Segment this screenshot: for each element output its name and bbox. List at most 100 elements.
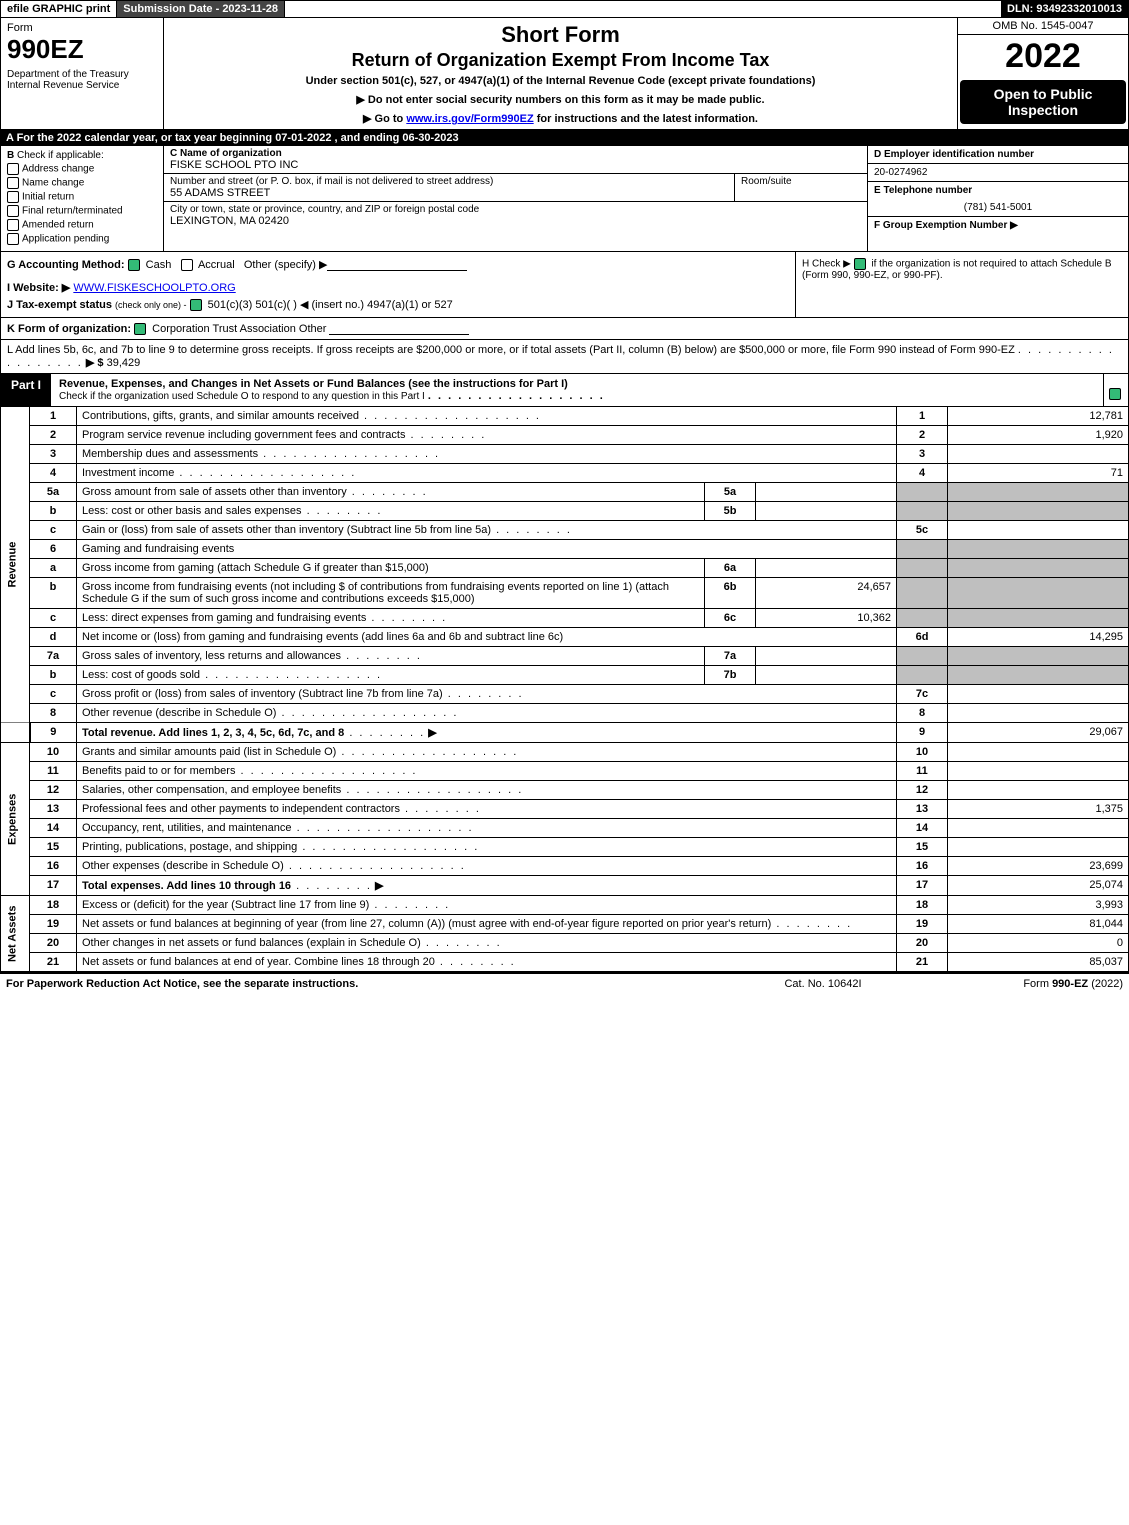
- part-1-header: Part I Revenue, Expenses, and Changes in…: [0, 374, 1129, 407]
- line-9-text: Total revenue. Add lines 1, 2, 3, 4, 5c,…: [77, 723, 897, 743]
- chk-corporation[interactable]: [134, 323, 146, 335]
- line-14-text: Occupancy, rent, utilities, and maintena…: [77, 819, 897, 838]
- line-18-amount: 3,993: [948, 896, 1129, 915]
- line-4-amount: 71: [948, 464, 1129, 483]
- line-17-text: Total expenses. Add lines 10 through 16 …: [77, 876, 897, 896]
- chk-cash[interactable]: [128, 259, 140, 271]
- line-15-text: Printing, publications, postage, and shi…: [77, 838, 897, 857]
- city: LEXINGTON, MA 02420: [170, 215, 861, 227]
- line-5a-text: Gross amount from sale of assets other t…: [77, 483, 705, 502]
- form-id-block: Form 990EZ Department of the Treasury In…: [1, 18, 164, 129]
- cat-no: Cat. No. 10642I: [723, 978, 923, 990]
- line-4-text: Investment income: [77, 464, 897, 483]
- line-8-text: Other revenue (describe in Schedule O): [77, 704, 897, 723]
- line-21-amount: 85,037: [948, 953, 1129, 972]
- tel-value: (781) 541-5001: [868, 199, 1128, 216]
- line-10-amount: [948, 743, 1129, 762]
- line-13-amount: 1,375: [948, 800, 1129, 819]
- line-19-text: Net assets or fund balances at beginning…: [77, 915, 897, 934]
- sidebar-expenses: Expenses: [1, 743, 30, 896]
- line-6a-inval: [756, 559, 897, 578]
- department-label: Department of the Treasury Internal Reve…: [7, 69, 157, 91]
- chk-501c3[interactable]: [190, 299, 202, 311]
- line-6d-amount: 14,295: [948, 628, 1129, 647]
- line-3-text: Membership dues and assessments: [77, 445, 897, 464]
- chk-schedule-b[interactable]: [854, 258, 866, 270]
- line-i: I Website: ▶ WWW.FISKESCHOOLPTO.ORG: [7, 281, 789, 294]
- tax-year: 2022: [958, 35, 1128, 78]
- efile-label: efile GRAPHIC print: [1, 1, 117, 17]
- website-link[interactable]: WWW.FISKESCHOOLPTO.ORG: [73, 282, 235, 294]
- line-7b-inval: [756, 666, 897, 685]
- line-6a-text: Gross income from gaming (attach Schedul…: [77, 559, 705, 578]
- chk-address-change[interactable]: Address change: [7, 163, 157, 175]
- line-6c-inval: 10,362: [756, 609, 897, 628]
- gross-receipts: 39,429: [107, 357, 141, 369]
- line-11-text: Benefits paid to or for members: [77, 762, 897, 781]
- line-l: L Add lines 5b, 6c, and 7b to line 9 to …: [0, 340, 1129, 374]
- form-ref: Form 990-EZ (2022): [923, 978, 1123, 990]
- line-14-amount: [948, 819, 1129, 838]
- right-block: OMB No. 1545-0047 2022 Open to Public In…: [957, 18, 1128, 129]
- instruction-1: ▶ Do not enter social security numbers o…: [172, 93, 949, 106]
- line-7a-inval: [756, 647, 897, 666]
- title-block: Short Form Return of Organization Exempt…: [164, 18, 957, 129]
- line-8-amount: [948, 704, 1129, 723]
- title-short: Short Form: [172, 22, 949, 48]
- line-12-amount: [948, 781, 1129, 800]
- line-5a-inval: [756, 483, 897, 502]
- dln-label: DLN: 93492332010013: [1001, 1, 1128, 17]
- line-j: J Tax-exempt status (check only one) - 5…: [7, 298, 789, 311]
- chk-name-change[interactable]: Name change: [7, 177, 157, 189]
- line-20-amount: 0: [948, 934, 1129, 953]
- ein-label: D Employer identification number: [868, 146, 1128, 164]
- part-1-check-note: Check if the organization used Schedule …: [59, 391, 425, 402]
- line-9-amount: 29,067: [948, 723, 1129, 743]
- box-b: B Check if applicable: Address change Na…: [1, 146, 164, 251]
- line-5b-text: Less: cost or other basis and sales expe…: [77, 502, 705, 521]
- ein-value: 20-0274962: [868, 164, 1128, 181]
- line-11-amount: [948, 762, 1129, 781]
- line-6b-inval: 24,657: [756, 578, 897, 609]
- irs-link[interactable]: www.irs.gov/Form990EZ: [406, 113, 533, 125]
- line-6-text: Gaming and fundraising events: [77, 540, 897, 559]
- line-10-text: Grants and similar amounts paid (list in…: [77, 743, 897, 762]
- paperwork-notice: For Paperwork Reduction Act Notice, see …: [6, 978, 723, 990]
- line-21-text: Net assets or fund balances at end of ye…: [77, 953, 897, 972]
- line-2-text: Program service revenue including govern…: [77, 426, 897, 445]
- line-7c-amount: [948, 685, 1129, 704]
- line-g: G Accounting Method: Cash Accrual Other …: [1, 252, 795, 317]
- instruction-2: ▶ Go to www.irs.gov/Form990EZ for instru…: [172, 112, 949, 125]
- line-5c-amount: [948, 521, 1129, 540]
- title-main: Return of Organization Exempt From Incom…: [172, 50, 949, 71]
- sidebar-revenue: Revenue: [1, 407, 30, 723]
- tel-label: E Telephone number: [868, 181, 1128, 199]
- line-6c-text: Less: direct expenses from gaming and fu…: [77, 609, 705, 628]
- box-c: C Name of organization FISKE SCHOOL PTO …: [164, 146, 867, 251]
- chk-final-return[interactable]: Final return/terminated: [7, 205, 157, 217]
- line-2-amount: 1,920: [948, 426, 1129, 445]
- line-1-text: Contributions, gifts, grants, and simila…: [77, 407, 897, 426]
- street: 55 ADAMS STREET: [170, 187, 728, 199]
- chk-application-pending[interactable]: Application pending: [7, 233, 157, 245]
- city-label: City or town, state or province, country…: [170, 204, 861, 215]
- line-1-amount: 12,781: [948, 407, 1129, 426]
- chk-accrual[interactable]: [181, 259, 193, 271]
- line-16-amount: 23,699: [948, 857, 1129, 876]
- form-number: 990EZ: [7, 34, 157, 65]
- chk-amended-return[interactable]: Amended return: [7, 219, 157, 231]
- part-1-checkbox[interactable]: [1103, 374, 1128, 406]
- line-19-amount: 81,044: [948, 915, 1129, 934]
- chk-initial-return[interactable]: Initial return: [7, 191, 157, 203]
- line-18-text: Excess or (deficit) for the year (Subtra…: [77, 896, 897, 915]
- line-a: A For the 2022 calendar year, or tax yea…: [0, 130, 1129, 146]
- omb-number: OMB No. 1545-0047: [958, 18, 1128, 35]
- line-5b-inval: [756, 502, 897, 521]
- line-17-amount: 25,074: [948, 876, 1129, 896]
- street-label: Number and street (or P. O. box, if mail…: [170, 176, 728, 187]
- org-name: FISKE SCHOOL PTO INC: [170, 159, 861, 171]
- line-k: K Form of organization: Corporation Trus…: [0, 318, 1129, 340]
- org-name-label: C Name of organization: [170, 148, 861, 159]
- right-info: D Employer identification number 20-0274…: [867, 146, 1128, 251]
- under-section: Under section 501(c), 527, or 4947(a)(1)…: [172, 75, 949, 87]
